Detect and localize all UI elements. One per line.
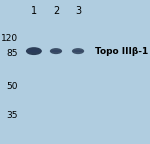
Ellipse shape	[72, 48, 84, 54]
Text: 2: 2	[53, 6, 59, 16]
Text: 35: 35	[6, 111, 18, 120]
Ellipse shape	[73, 50, 83, 52]
Text: 85: 85	[6, 50, 18, 58]
Text: 50: 50	[6, 82, 18, 91]
Ellipse shape	[27, 50, 41, 53]
Text: 1: 1	[31, 6, 37, 16]
Ellipse shape	[50, 48, 62, 54]
Text: 120: 120	[1, 34, 18, 43]
Ellipse shape	[26, 47, 42, 55]
Text: Topo IIIβ-1: Topo IIIβ-1	[95, 47, 148, 56]
Text: 3: 3	[75, 6, 81, 16]
Ellipse shape	[51, 50, 61, 52]
